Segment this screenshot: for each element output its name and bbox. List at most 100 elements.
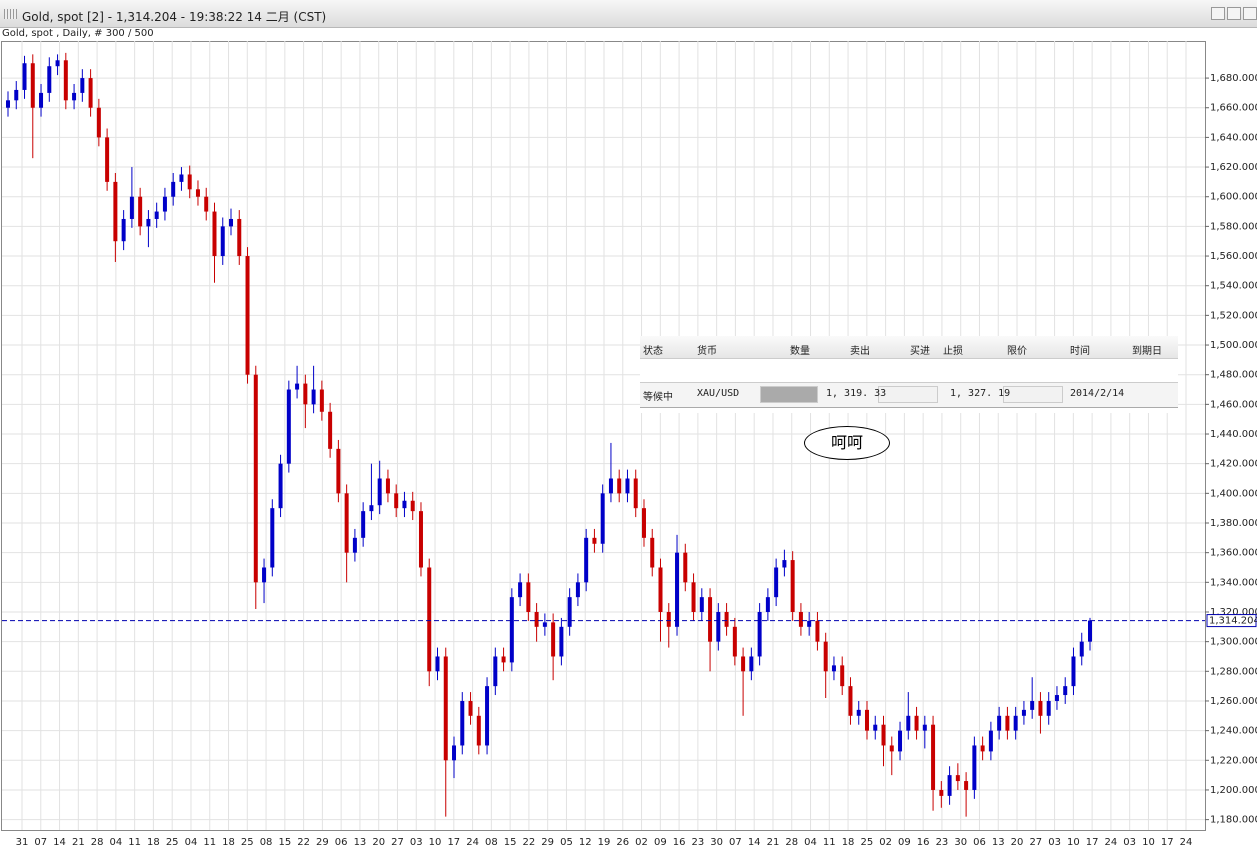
minimize-button[interactable] — [1211, 7, 1225, 20]
x-tick-label: 29 — [316, 837, 329, 848]
candle — [641, 499, 646, 547]
candle — [121, 210, 126, 251]
candle-body — [666, 611, 671, 627]
candle — [964, 772, 969, 817]
candle — [352, 528, 357, 562]
candle — [650, 528, 655, 577]
candle — [154, 202, 159, 228]
candle-body — [856, 709, 861, 716]
candle — [229, 208, 234, 236]
candle-body — [1038, 700, 1043, 716]
candle — [427, 558, 432, 687]
candle-body — [352, 537, 357, 553]
candle-body — [377, 478, 382, 506]
annotation-bubble: 呵呵 — [804, 426, 890, 460]
candle-body — [988, 730, 993, 752]
candle-body — [452, 745, 457, 761]
candle — [22, 55, 27, 99]
candle — [947, 766, 952, 805]
candle-body — [1005, 715, 1010, 731]
x-tick-label: 19 — [598, 837, 611, 848]
order-cell: 等候中 — [643, 392, 673, 403]
order-panel: 状态 货币 数量 卖出 买进 止损 限价 时间 到期日 等候中 XAU/USD 1, 319. 33 1… — [640, 336, 1178, 413]
y-tick-label: 1,460.000 — [1210, 399, 1257, 410]
candle-body — [947, 775, 952, 796]
candle-body — [641, 508, 646, 538]
candle-body — [807, 620, 812, 627]
candle — [922, 715, 927, 749]
candle — [790, 551, 795, 621]
y-tick-label: 1,280.000 — [1210, 666, 1257, 677]
candle-body — [311, 389, 316, 405]
candle — [708, 588, 713, 672]
order-cell: 1, 319. 33 — [826, 388, 887, 399]
candle-body — [96, 107, 101, 138]
y-tick-label: 1,240.000 — [1210, 726, 1257, 737]
candle — [63, 52, 68, 110]
candle — [105, 128, 110, 191]
y-tick-label: 1,520.000 — [1210, 310, 1257, 321]
candle-body — [460, 700, 465, 746]
candle — [699, 588, 704, 621]
candle — [575, 573, 580, 607]
y-tick-label: 1,480.000 — [1210, 370, 1257, 381]
x-tick-label: 25 — [166, 837, 179, 848]
candle-body — [914, 715, 919, 731]
x-tick-label: 11 — [823, 837, 836, 848]
candle — [377, 460, 382, 515]
y-tick-label: 1,340.000 — [1210, 577, 1257, 588]
x-tick-label: 07 — [34, 837, 47, 848]
x-tick-label: 03 — [410, 837, 423, 848]
candle-body — [732, 626, 737, 657]
candle-body — [600, 493, 605, 544]
candle-body — [823, 641, 828, 672]
candle-body — [295, 383, 300, 390]
restore-button[interactable] — [1227, 7, 1241, 20]
x-tick-label: 09 — [898, 837, 911, 848]
x-tick-label: 17 — [1161, 837, 1174, 848]
candle-body — [493, 656, 498, 687]
candle — [162, 187, 167, 221]
candle — [39, 84, 44, 117]
x-tick-label: 21 — [72, 837, 85, 848]
x-tick-label: 04 — [185, 837, 198, 848]
candle-body — [683, 552, 688, 583]
candle — [906, 692, 911, 740]
order-row[interactable] — [640, 382, 1178, 408]
candle-body — [336, 448, 341, 494]
candle-body — [551, 622, 556, 657]
x-tick-label: 08 — [260, 837, 273, 848]
candle-body — [1088, 620, 1092, 642]
candle — [468, 692, 473, 725]
x-tick-label: 04 — [110, 837, 123, 848]
candle — [146, 210, 151, 248]
x-tick-label: 15 — [278, 837, 291, 848]
candle-body — [559, 626, 564, 657]
candle — [47, 57, 52, 102]
y-tick-label: 1,560.000 — [1210, 251, 1257, 262]
candle — [774, 558, 779, 607]
candle-body — [418, 511, 423, 568]
candle-body — [575, 582, 580, 598]
x-tick-label: 16 — [673, 837, 686, 848]
x-tick-label: 30 — [954, 837, 967, 848]
candle — [1030, 677, 1035, 719]
order-cell: XAU/USD — [697, 388, 740, 399]
x-tick-label: 17 — [1086, 837, 1099, 848]
candle-body — [402, 500, 407, 509]
x-tick-label: 27 — [1029, 837, 1042, 848]
x-tick-label: 02 — [635, 837, 648, 848]
candle — [319, 380, 324, 421]
candle-body — [675, 552, 680, 627]
chart-subtitle: Gold, spot , Daily, # 300 / 500 — [2, 28, 154, 39]
candle — [295, 365, 300, 399]
y-tick-label: 1,180.000 — [1210, 815, 1257, 826]
candle — [1046, 692, 1051, 725]
candle — [889, 736, 894, 776]
candle-body — [410, 500, 415, 512]
y-tick-label: 1,360.000 — [1210, 548, 1257, 559]
candle — [1021, 700, 1026, 725]
candle — [262, 558, 267, 604]
candle — [526, 573, 531, 621]
x-tick-label: 10 — [1067, 837, 1080, 848]
